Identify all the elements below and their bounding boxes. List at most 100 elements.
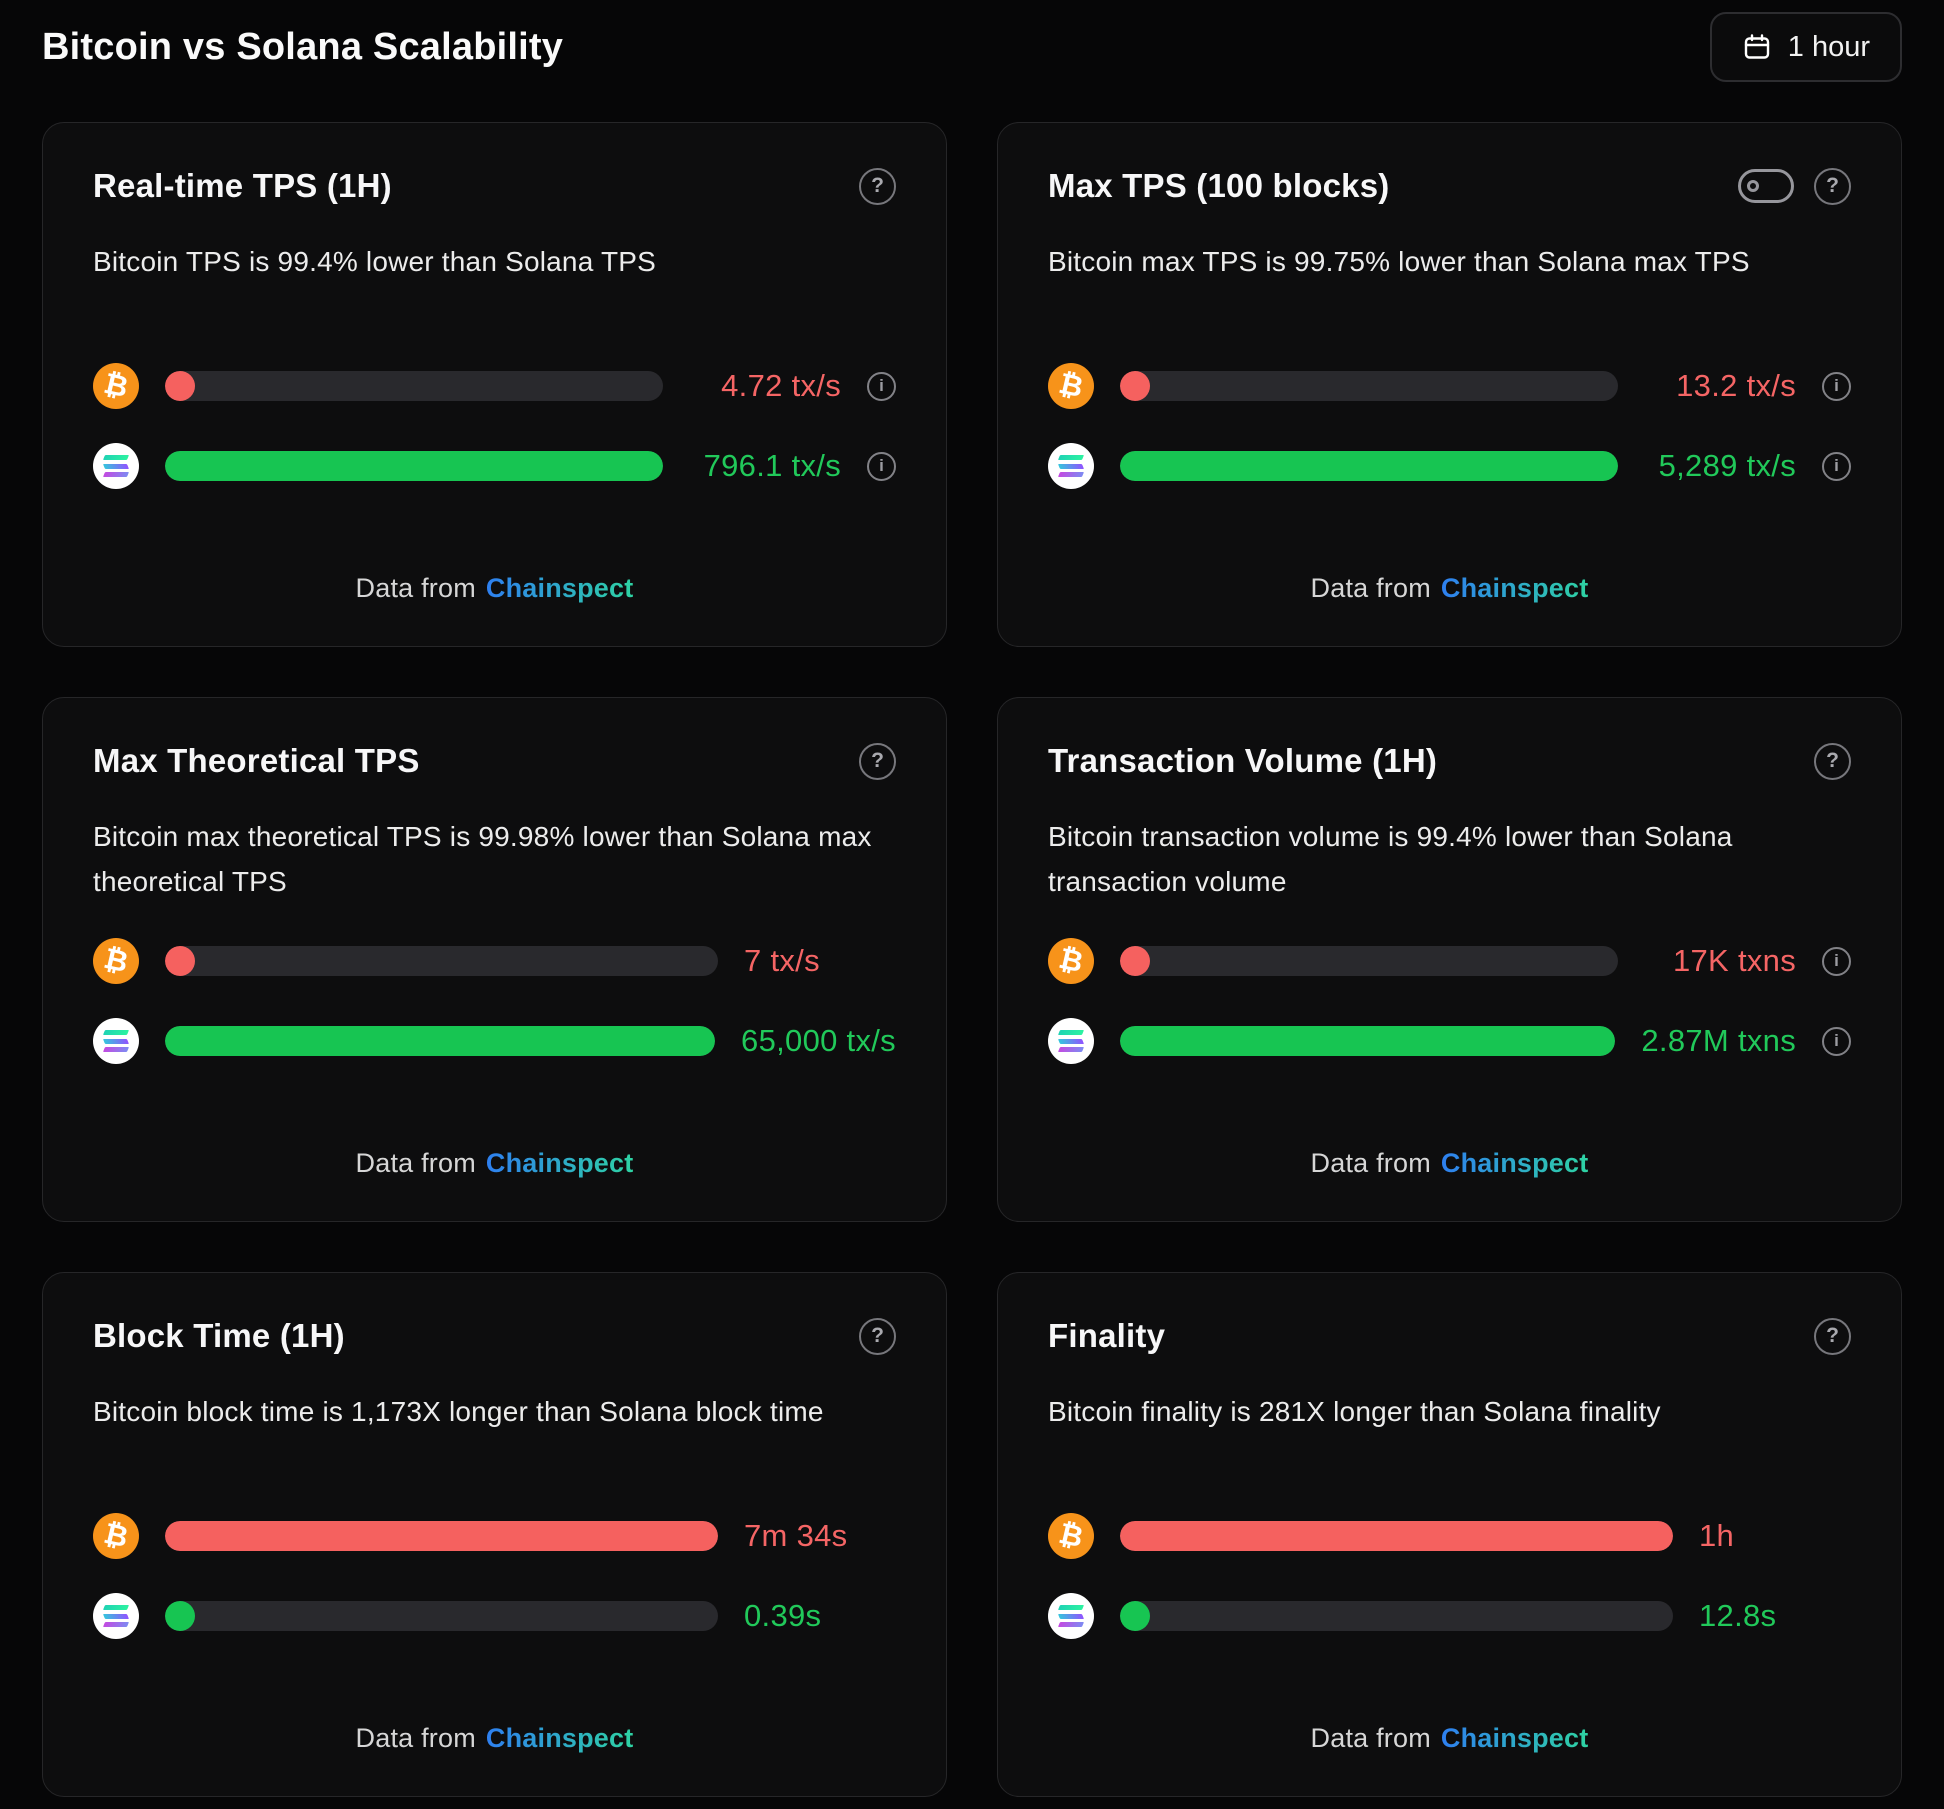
bitcoin-icon: ₿ bbox=[1048, 363, 1094, 409]
solana-value: 12.8s bbox=[1699, 1598, 1777, 1633]
card-description: Bitcoin block time is 1,173X longer than… bbox=[93, 1396, 824, 1427]
card-max-tps: Max TPS (100 blocks) ? Bitcoin max TPS i… bbox=[997, 122, 1902, 647]
bitcoin-icon: ₿ bbox=[93, 938, 139, 984]
data-source: Data from Chainspect bbox=[93, 1723, 896, 1754]
card-description: Bitcoin max theoretical TPS is 99.98% lo… bbox=[93, 821, 872, 898]
info-icon[interactable]: i bbox=[1822, 1026, 1851, 1056]
data-source: Data from Chainspect bbox=[93, 1148, 896, 1179]
data-source-label: Data from bbox=[355, 1723, 476, 1753]
info-icon[interactable]: i bbox=[867, 451, 896, 481]
chainspect-link[interactable]: Chainspect bbox=[485, 1148, 634, 1178]
data-source: Data from Chainspect bbox=[1048, 1148, 1851, 1179]
bitcoin-row: ₿ 4.72 tx/s i bbox=[93, 363, 896, 409]
bitcoin-row: ₿ 7m 34s i bbox=[93, 1513, 896, 1559]
solana-icon bbox=[1048, 1018, 1094, 1064]
card-transaction-volume: Transaction Volume (1H) ? Bitcoin transa… bbox=[997, 697, 1902, 1222]
bitcoin-bar-track bbox=[165, 371, 663, 401]
bitcoin-bar-fill bbox=[1120, 1521, 1673, 1551]
solana-row: 796.1 tx/s i bbox=[93, 443, 896, 489]
data-source: Data from Chainspect bbox=[1048, 1723, 1851, 1754]
bitcoin-bar-track bbox=[1120, 946, 1618, 976]
solana-bar-track bbox=[165, 1601, 718, 1631]
bitcoin-value: 1h bbox=[1699, 1518, 1735, 1553]
solana-row: 12.8s i bbox=[1048, 1593, 1851, 1639]
info-icon[interactable]: i bbox=[1822, 371, 1851, 401]
toggle-icon[interactable] bbox=[1738, 169, 1794, 203]
bitcoin-bar-track bbox=[165, 1521, 718, 1551]
solana-bar-track bbox=[1120, 451, 1618, 481]
bitcoin-bar-fill bbox=[1120, 371, 1150, 401]
help-icon[interactable]: ? bbox=[1814, 742, 1851, 780]
data-source: Data from Chainspect bbox=[1048, 573, 1851, 604]
solana-bar-fill bbox=[1120, 1601, 1150, 1631]
time-range-button[interactable]: 1 hour bbox=[1709, 12, 1902, 82]
chainspect-link[interactable]: Chainspect bbox=[1440, 573, 1589, 603]
solana-value: 2.87M txns bbox=[1641, 1023, 1796, 1058]
help-icon[interactable]: ? bbox=[1814, 1317, 1851, 1355]
card-max-theoretical-tps: Max Theoretical TPS ? Bitcoin max theore… bbox=[42, 697, 947, 1222]
bitcoin-value: 17K txns bbox=[1672, 943, 1796, 978]
bitcoin-value: 4.72 tx/s bbox=[721, 368, 841, 403]
data-source-label: Data from bbox=[355, 573, 476, 603]
solana-value: 796.1 tx/s bbox=[703, 448, 841, 483]
chainspect-link[interactable]: Chainspect bbox=[485, 573, 634, 603]
card-title: Finality bbox=[1048, 1317, 1166, 1354]
bitcoin-bar-track bbox=[1120, 1521, 1673, 1551]
card-title: Real-time TPS (1H) bbox=[93, 167, 392, 204]
bitcoin-row: ₿ 13.2 tx/s i bbox=[1048, 363, 1851, 409]
chainspect-link[interactable]: Chainspect bbox=[1440, 1148, 1589, 1178]
bitcoin-bar-fill bbox=[165, 371, 195, 401]
bitcoin-row: ₿ 7 tx/s i bbox=[93, 938, 896, 984]
solana-bar-track bbox=[1120, 1026, 1616, 1056]
solana-icon bbox=[1048, 1593, 1094, 1639]
solana-bar-fill bbox=[165, 451, 663, 481]
bitcoin-icon: ₿ bbox=[1048, 938, 1094, 984]
chainspect-link[interactable]: Chainspect bbox=[485, 1723, 634, 1753]
calendar-icon bbox=[1742, 32, 1772, 62]
bitcoin-bar-fill bbox=[165, 1521, 718, 1551]
solana-row: 0.39s i bbox=[93, 1593, 896, 1639]
solana-row: 5,289 tx/s i bbox=[1048, 443, 1851, 489]
card-title: Max TPS (100 blocks) bbox=[1048, 167, 1390, 204]
solana-bar-fill bbox=[165, 1601, 195, 1631]
card-description: Bitcoin transaction volume is 99.4% lowe… bbox=[1048, 821, 1733, 898]
help-icon[interactable]: ? bbox=[859, 1317, 896, 1355]
bitcoin-icon: ₿ bbox=[93, 363, 139, 409]
card-title: Max Theoretical TPS bbox=[93, 742, 420, 779]
help-icon[interactable]: ? bbox=[1814, 167, 1851, 205]
page-title: Bitcoin vs Solana Scalability bbox=[42, 25, 564, 68]
solana-bar-track bbox=[165, 1026, 716, 1056]
data-source-label: Data from bbox=[1310, 1723, 1431, 1753]
help-icon[interactable]: ? bbox=[859, 167, 896, 205]
metrics-grid: Real-time TPS (1H) ? Bitcoin TPS is 99.4… bbox=[42, 122, 1902, 1797]
help-icon[interactable]: ? bbox=[859, 742, 896, 780]
bitcoin-icon: ₿ bbox=[1048, 1513, 1094, 1559]
card-title: Block Time (1H) bbox=[93, 1317, 345, 1354]
bitcoin-icon: ₿ bbox=[93, 1513, 139, 1559]
solana-bar-fill bbox=[1120, 1026, 1616, 1056]
bitcoin-row: ₿ 17K txns i bbox=[1048, 938, 1851, 984]
solana-icon bbox=[93, 1018, 139, 1064]
chainspect-link[interactable]: Chainspect bbox=[1440, 1723, 1589, 1753]
bitcoin-bar-fill bbox=[1120, 946, 1150, 976]
info-icon[interactable]: i bbox=[867, 371, 896, 401]
solana-value: 65,000 tx/s bbox=[741, 1023, 896, 1058]
bitcoin-row: ₿ 1h i bbox=[1048, 1513, 1851, 1559]
bitcoin-bar-track bbox=[1120, 371, 1618, 401]
info-icon[interactable]: i bbox=[1822, 451, 1851, 481]
data-source-label: Data from bbox=[355, 1148, 476, 1178]
bitcoin-value: 13.2 tx/s bbox=[1676, 368, 1796, 403]
card-finality: Finality ? Bitcoin finality is 281X long… bbox=[997, 1272, 1902, 1797]
solana-bar-fill bbox=[1120, 451, 1618, 481]
bitcoin-value: 7m 34s bbox=[744, 1518, 848, 1553]
data-source: Data from Chainspect bbox=[93, 573, 896, 604]
solana-value: 5,289 tx/s bbox=[1658, 448, 1796, 483]
solana-icon bbox=[93, 443, 139, 489]
solana-row: 2.87M txns i bbox=[1048, 1018, 1851, 1064]
card-description: Bitcoin finality is 281X longer than Sol… bbox=[1048, 1396, 1661, 1427]
time-range-label: 1 hour bbox=[1787, 30, 1870, 63]
card-description: Bitcoin TPS is 99.4% lower than Solana T… bbox=[93, 246, 656, 277]
bitcoin-bar-track bbox=[165, 946, 718, 976]
solana-bar-track bbox=[1120, 1601, 1673, 1631]
info-icon[interactable]: i bbox=[1822, 946, 1851, 976]
